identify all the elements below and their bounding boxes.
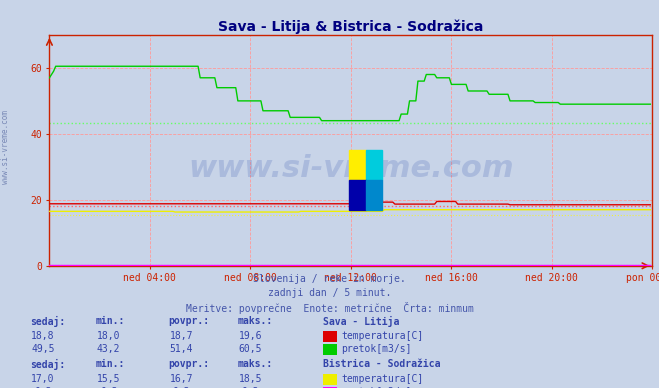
Text: 0,2: 0,2: [100, 387, 117, 388]
Text: povpr.:: povpr.:: [168, 359, 209, 369]
Text: 15,5: 15,5: [97, 374, 121, 384]
Text: 43,2: 43,2: [97, 344, 121, 354]
Text: Slovenija / reke in morje.: Slovenija / reke in morje.: [253, 274, 406, 284]
Text: 60,5: 60,5: [239, 344, 262, 354]
Text: Sava - Litija: Sava - Litija: [323, 316, 399, 327]
Text: www.si-vreme.com: www.si-vreme.com: [188, 154, 514, 183]
Bar: [366, 151, 382, 180]
Text: maks.:: maks.:: [237, 316, 272, 326]
Text: temperatura[C]: temperatura[C]: [341, 331, 424, 341]
Text: min.:: min.:: [96, 359, 125, 369]
Text: www.si-vreme.com: www.si-vreme.com: [1, 111, 10, 184]
Text: 18,0: 18,0: [97, 331, 121, 341]
Text: 0,2: 0,2: [173, 387, 190, 388]
Text: maks.:: maks.:: [237, 359, 272, 369]
Text: 18,7: 18,7: [169, 331, 193, 341]
Text: temperatura[C]: temperatura[C]: [341, 374, 424, 384]
Text: Bistrica - Sodražica: Bistrica - Sodražica: [323, 359, 440, 369]
Bar: [366, 180, 382, 210]
Bar: [349, 151, 366, 180]
Text: 18,8: 18,8: [31, 331, 55, 341]
Text: sedaj:: sedaj:: [30, 359, 65, 370]
Text: 18,5: 18,5: [239, 374, 262, 384]
Text: 0,2: 0,2: [242, 387, 259, 388]
Text: 49,5: 49,5: [31, 344, 55, 354]
Text: zadnji dan / 5 minut.: zadnji dan / 5 minut.: [268, 288, 391, 298]
Text: 19,6: 19,6: [239, 331, 262, 341]
Bar: [349, 180, 366, 210]
Text: pretok[m3/s]: pretok[m3/s]: [341, 387, 412, 388]
Text: 0,2: 0,2: [34, 387, 51, 388]
Title: Sava - Litija & Bistrica - Sodražica: Sava - Litija & Bistrica - Sodražica: [218, 19, 484, 34]
Text: povpr.:: povpr.:: [168, 316, 209, 326]
Text: pretok[m3/s]: pretok[m3/s]: [341, 344, 412, 354]
Text: 16,7: 16,7: [169, 374, 193, 384]
Text: 17,0: 17,0: [31, 374, 55, 384]
Text: Meritve: povprečne  Enote: metrične  Črta: minmum: Meritve: povprečne Enote: metrične Črta:…: [186, 302, 473, 314]
Text: sedaj:: sedaj:: [30, 316, 65, 327]
Text: 51,4: 51,4: [169, 344, 193, 354]
Text: min.:: min.:: [96, 316, 125, 326]
